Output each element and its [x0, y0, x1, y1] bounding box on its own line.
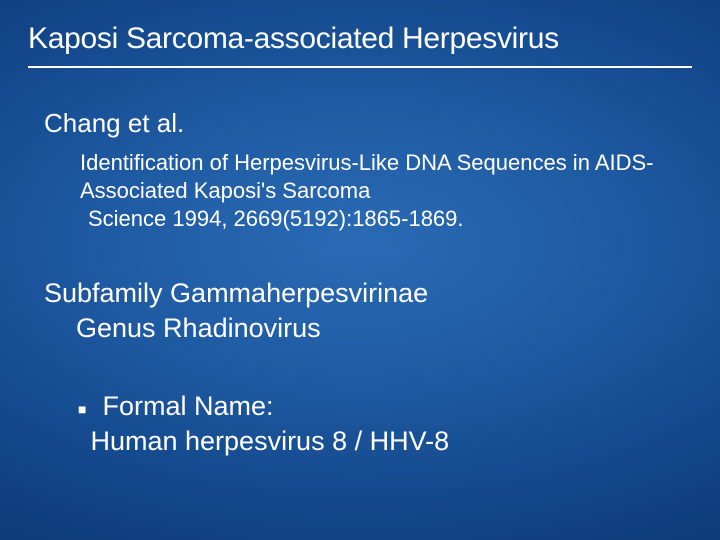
title-underline [28, 66, 692, 68]
formal-name-row: ■ Formal Name: Human herpesvirus 8 / HHV… [44, 389, 676, 459]
citation-reference: Science 1994, 2669(5192):1865-1869. [80, 206, 676, 232]
formal-name-text: Formal Name: Human herpesvirus 8 / HHV-8 [102, 389, 449, 459]
author-line: Chang et al. [44, 108, 676, 139]
slide-title: Kaposi Sarcoma-associated Herpesvirus [28, 22, 692, 56]
taxonomy-block: Subfamily Gammaherpesvirinae Genus Rhadi… [44, 276, 676, 345]
citation-title: Identification of Herpesvirus-Like DNA S… [80, 149, 676, 204]
title-region: Kaposi Sarcoma-associated Herpesvirus [0, 22, 720, 68]
slide: Kaposi Sarcoma-associated Herpesvirus Ch… [0, 0, 720, 540]
slide-body: Chang et al. Identification of Herpesvir… [44, 108, 676, 459]
taxonomy-genus: Genus Rhadinovirus [44, 311, 676, 346]
formal-name-label: Formal Name: [102, 389, 449, 424]
citation-block: Identification of Herpesvirus-Like DNA S… [44, 149, 676, 232]
formal-name-value: Human herpesvirus 8 / HHV-8 [90, 424, 449, 459]
taxonomy-subfamily: Subfamily Gammaherpesvirinae [44, 276, 676, 311]
square-bullet-icon: ■ [78, 401, 86, 417]
